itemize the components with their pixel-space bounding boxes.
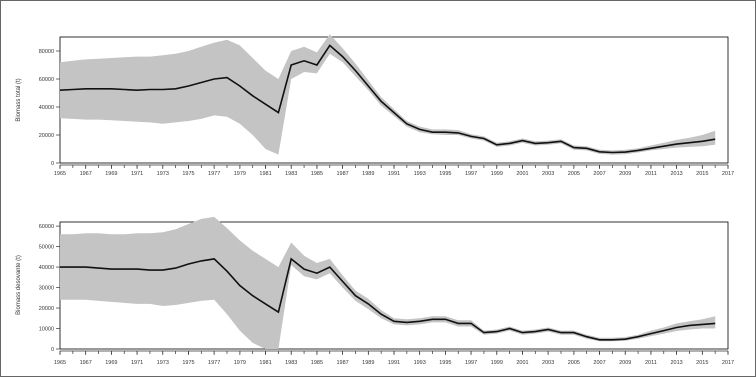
x-tick-label: 2001 xyxy=(516,171,528,177)
x-tick-label: 1983 xyxy=(285,171,297,177)
x-tick-label: 2015 xyxy=(696,171,708,177)
x-tick-label: 2017 xyxy=(722,171,734,177)
x-tick-label: 1997 xyxy=(465,360,477,366)
x-tick-label: 1991 xyxy=(388,171,400,177)
x-tick-label: 1967 xyxy=(80,171,92,177)
x-tick-label: 1989 xyxy=(362,171,374,177)
x-tick-label: 1973 xyxy=(157,360,169,366)
x-tick-label: 2001 xyxy=(516,360,528,366)
x-tick-label: 1969 xyxy=(105,360,117,366)
spawning-biomass-panel: Biomass desovante (t) 0 10000 20000 30000 40… xyxy=(16,217,734,366)
x-tick-label: 1979 xyxy=(234,360,246,366)
y-axis-label-spawning: Biomass desovante (t) xyxy=(16,255,22,315)
x-tick-label: 1977 xyxy=(208,360,220,366)
x-tick-label: 1965 xyxy=(54,171,66,177)
x-tick-label: 1991 xyxy=(388,360,400,366)
x-tick-label: 2003 xyxy=(542,360,554,366)
x-tick-label: 2005 xyxy=(568,360,580,366)
x-tick-label: 1979 xyxy=(234,171,246,177)
y-tick-label: 0 xyxy=(51,347,54,353)
total-biomass-panel: Biomass total (t) 0 20000 40000 60000 80000 1… xyxy=(16,34,734,177)
x-tick-label: 2011 xyxy=(645,171,657,177)
x-tick-label: 2011 xyxy=(645,360,657,366)
x-tick-label: 1997 xyxy=(465,171,477,177)
x-tick-label: 2015 xyxy=(696,360,708,366)
x-tick-label: 1975 xyxy=(182,171,194,177)
y-tick-label: 60000 xyxy=(39,224,54,230)
y-tick-label: 80000 xyxy=(39,49,54,55)
x-tick-label: 1985 xyxy=(311,360,323,366)
x-tick-label: 1989 xyxy=(362,360,374,366)
x-tick-label: 2009 xyxy=(619,360,631,366)
x-tick-label: 1971 xyxy=(131,171,143,177)
x-tick-label: 1995 xyxy=(439,360,451,366)
x-tick-label: 1977 xyxy=(208,171,220,177)
x-tick-label: 2013 xyxy=(670,171,682,177)
x-tick-label: 1971 xyxy=(131,360,143,366)
y-axis-label-total: Biomass total (t) xyxy=(16,78,22,121)
x-tick-label: 1995 xyxy=(439,171,451,177)
x-tick-label: 2003 xyxy=(542,171,554,177)
x-tick-label: 2007 xyxy=(593,171,605,177)
x-tick-label: 2007 xyxy=(593,360,605,366)
y-tick-label: 20000 xyxy=(39,133,54,139)
x-tick-label: 1967 xyxy=(80,360,92,366)
x-tick-label: 1969 xyxy=(105,171,117,177)
y-tick-label: 10000 xyxy=(39,327,54,333)
y-tick-label: 50000 xyxy=(39,245,54,251)
y-tick-label: 40000 xyxy=(39,105,54,111)
x-tick-label: 2017 xyxy=(722,360,734,366)
x-tick-label: 2005 xyxy=(568,171,580,177)
confidence-band xyxy=(60,217,715,349)
y-tick-label: 0 xyxy=(51,161,54,167)
y-tick-label: 30000 xyxy=(39,286,54,292)
y-tick-label: 60000 xyxy=(39,77,54,83)
x-tick-label: 1999 xyxy=(491,360,503,366)
x-tick-label: 1983 xyxy=(285,360,297,366)
x-tick-label: 1993 xyxy=(414,171,426,177)
x-tick-label: 2009 xyxy=(619,171,631,177)
x-tick-label: 1981 xyxy=(259,171,271,177)
x-tick-label: 1987 xyxy=(336,171,348,177)
y-tick-label: 20000 xyxy=(39,306,54,312)
x-tick-label: 1965 xyxy=(54,360,66,366)
x-tick-label: 1985 xyxy=(311,171,323,177)
y-tick-label: 40000 xyxy=(39,265,54,271)
x-tick-label: 1999 xyxy=(491,171,503,177)
x-tick-label: 1973 xyxy=(157,171,169,177)
x-tick-label: 1993 xyxy=(414,360,426,366)
x-tick-label: 1981 xyxy=(259,360,271,366)
x-tick-label: 2013 xyxy=(670,360,682,366)
x-tick-label: 1975 xyxy=(182,360,194,366)
x-tick-label: 1987 xyxy=(336,360,348,366)
confidence-band xyxy=(60,34,715,154)
